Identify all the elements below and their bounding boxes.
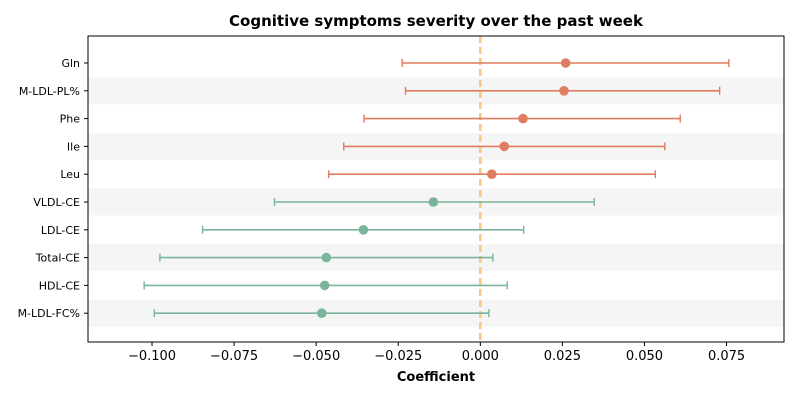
x-tick-label: −0.050 [292, 349, 340, 364]
x-tick-label: −0.025 [374, 349, 422, 364]
y-tick-label: HDL-CE [39, 279, 80, 292]
estimate-point [321, 252, 332, 263]
y-tick-label: Leu [60, 168, 80, 181]
estimate-point [358, 225, 369, 235]
y-tick-label: Ile [67, 140, 80, 153]
estimate-point [518, 113, 528, 124]
estimate-point [499, 141, 510, 152]
estimate-point [319, 280, 330, 291]
estimate-point [428, 197, 439, 207]
x-axis: −0.100 −0.075 −0.050 −0.025 0.000 0.025 0.050 0… [128, 342, 745, 364]
estimate-point [559, 86, 569, 96]
plot-frame [87, 35, 785, 343]
chart-title: Cognitive symptoms severity over the pas… [229, 12, 644, 30]
estimate-point [560, 58, 571, 68]
x-tick-label: −0.075 [210, 349, 258, 364]
y-tick-label: VLDL-CE [33, 196, 80, 209]
y-tick-label: Phe [60, 113, 81, 126]
y-tick-label: LDL-CE [41, 224, 80, 237]
y-tick-label: M-LDL-PL% [19, 85, 80, 98]
y-tick-label: M-LDL-FC% [18, 307, 80, 320]
x-tick-label: 0.050 [626, 349, 663, 364]
x-tick-label: 0.000 [462, 349, 499, 364]
x-tick-label: 0.075 [708, 349, 745, 364]
x-axis-label: Coefficient [397, 370, 475, 385]
estimate-point [316, 308, 327, 319]
x-tick-label: −0.100 [128, 349, 176, 364]
y-axis: Gln M-LDL-PL% Phe Ile Leu VLDL-CE LDL-CE Total-… [18, 57, 88, 320]
estimate-points [316, 58, 571, 319]
estimate-point [487, 169, 497, 179]
y-tick-label: Total-CE [35, 252, 80, 265]
y-tick-label: Gln [61, 57, 80, 70]
x-tick-label: 0.025 [544, 349, 581, 364]
